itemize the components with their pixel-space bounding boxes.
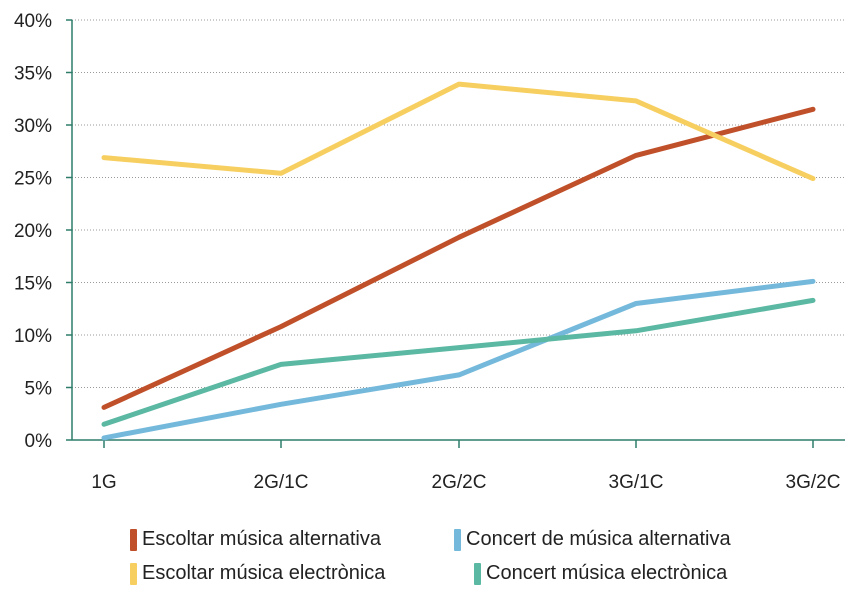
- gridlines: [72, 19, 845, 388]
- series-line-3: [101, 278, 816, 441]
- legend-row-1: Escoltar música alternativa Concert de m…: [0, 528, 851, 562]
- legend-item-escoltar-electronica: Escoltar música electrònica: [130, 562, 385, 585]
- legend-swatch: [454, 528, 461, 551]
- y-tick-label: 20%: [14, 221, 52, 242]
- legend-row-2: Escoltar música electrònica Concert músi…: [0, 562, 851, 596]
- legend-swatch: [130, 562, 137, 585]
- y-tick-label: 10%: [14, 326, 52, 347]
- y-tick-label: 0%: [25, 431, 53, 452]
- legend-swatch: [130, 528, 137, 551]
- y-tick-label: 25%: [14, 169, 52, 190]
- legend-swatch: [474, 562, 481, 585]
- legend-item-escoltar-alternativa: Escoltar música alternativa: [130, 528, 381, 551]
- legend-label: Escoltar música electrònica: [142, 562, 386, 584]
- series-line-4: [101, 297, 816, 427]
- line-chart: 0% 5% 10% 15% 20% 25% 30% 35% 40% 1G 2G/1C 2G/2C 3G…: [14, 11, 845, 493]
- x-tick-label: 2G/2C: [432, 472, 487, 493]
- y-tick-label: 15%: [14, 274, 52, 295]
- x-tick-label: 2G/1C: [254, 472, 309, 493]
- y-tick-label: 35%: [14, 64, 52, 85]
- legend-label: Concert de música alternativa: [466, 528, 731, 550]
- x-tick-label: 3G/2C: [786, 472, 841, 493]
- x-tick-label: 1G: [91, 472, 116, 493]
- series-line-1: [101, 106, 816, 410]
- series-line-2: [101, 81, 816, 182]
- y-tick-label: 30%: [14, 116, 52, 137]
- legend-item-concert-alternativa: Concert de música alternativa: [454, 528, 731, 551]
- series-lines: [101, 81, 816, 441]
- y-tick-label: 5%: [25, 379, 53, 400]
- x-tick-label: 3G/1C: [609, 472, 664, 493]
- legend-label: Escoltar música alternativa: [142, 528, 381, 550]
- y-tick-label: 40%: [14, 11, 52, 32]
- x-tick-labels: 1G 2G/1C 2G/2C 3G/1C 3G/2C: [91, 440, 840, 493]
- legend: Escoltar música alternativa Concert de m…: [0, 528, 851, 596]
- legend-label: Concert música electrònica: [486, 562, 728, 584]
- legend-item-concert-electronica: Concert música electrònica: [474, 562, 727, 585]
- y-tick-labels: 0% 5% 10% 15% 20% 25% 30% 35% 40%: [14, 11, 72, 452]
